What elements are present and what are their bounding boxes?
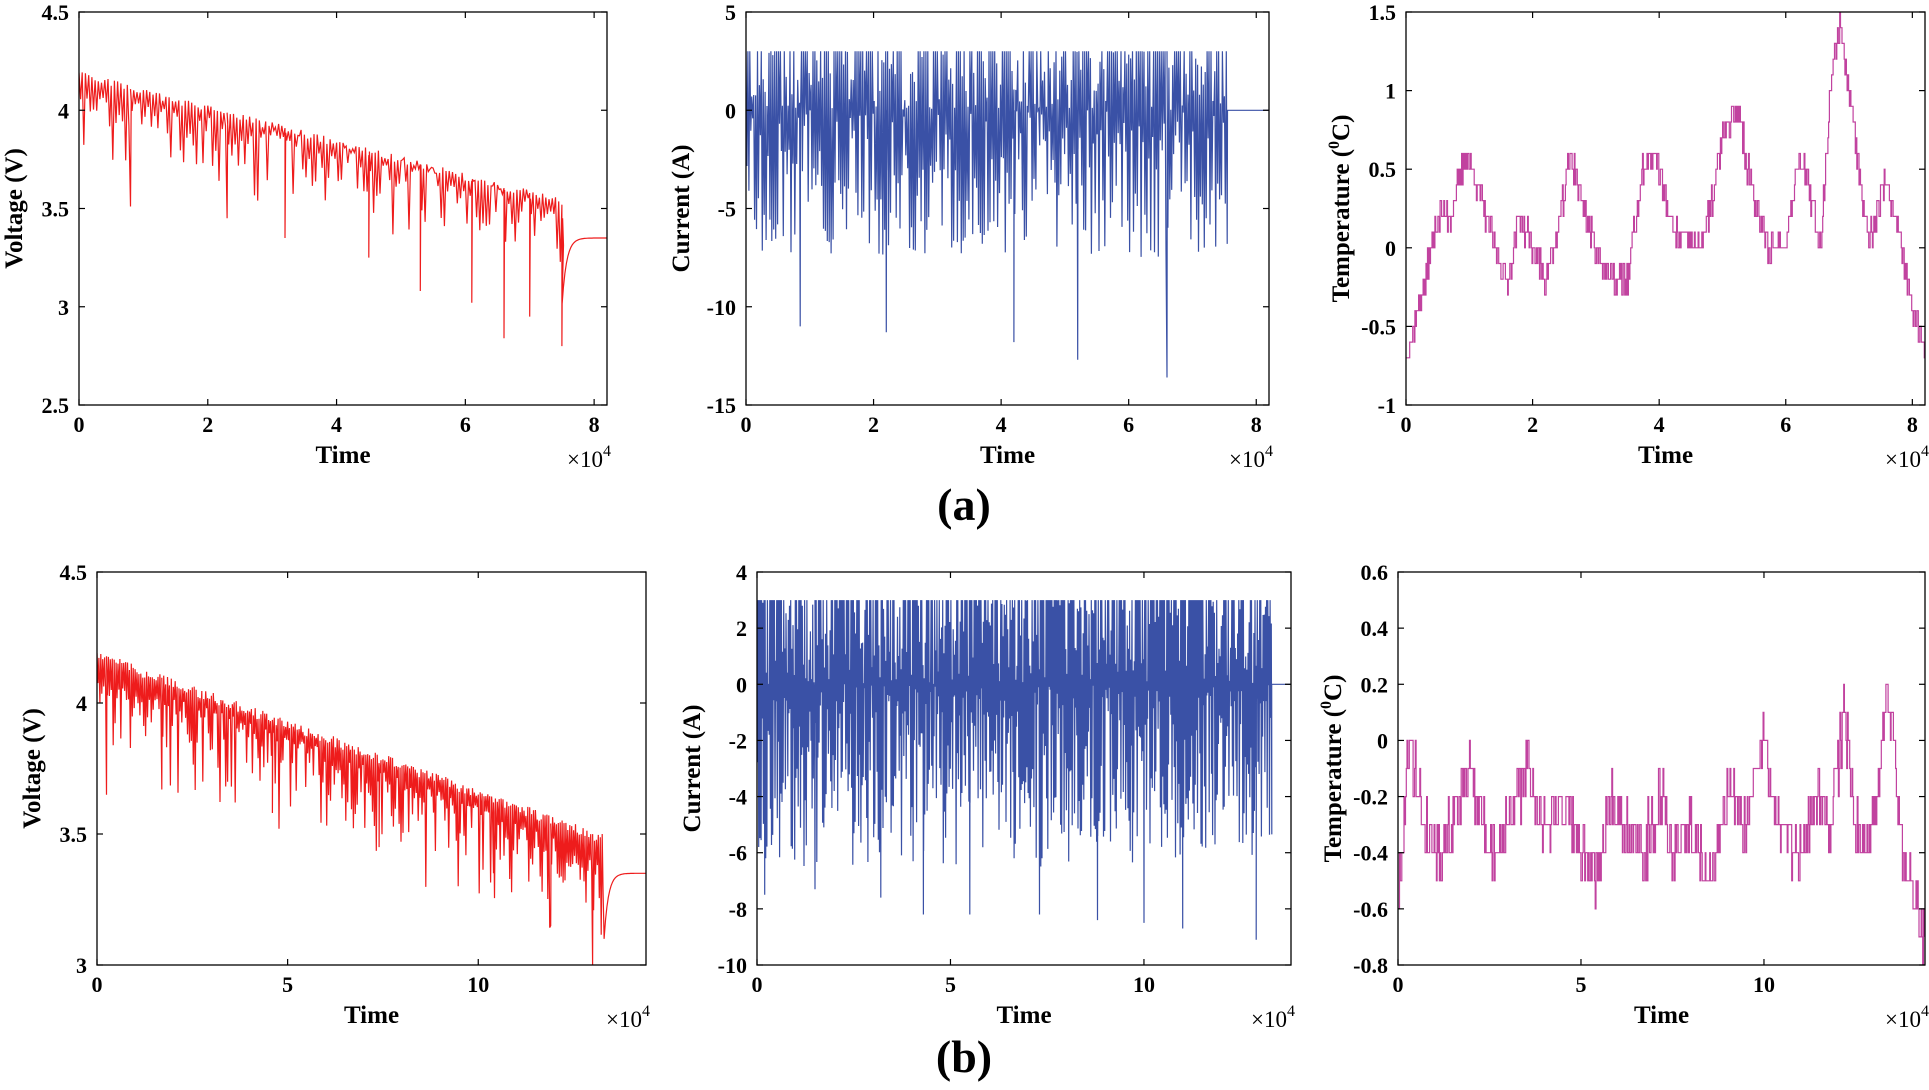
x-multiplier: ×104: [606, 1003, 650, 1032]
x-tick-label: 4: [331, 412, 342, 437]
series-line-temperature: [1398, 683, 1925, 965]
x-multiplier: ×104: [567, 443, 611, 472]
y-tick-label: 0: [725, 98, 736, 123]
x-multiplier: ×104: [1885, 1003, 1929, 1032]
x-tick-label: 0: [92, 972, 103, 997]
plot-frame: [78, 11, 608, 406]
y-tick-label: -1: [1378, 393, 1396, 418]
x-axis-label: Time: [996, 1002, 1051, 1029]
x-axis-label: Time: [1638, 442, 1693, 469]
chart-a-current: 0 2 4 6 8 -15 -10 -5 0 5 Time Current (A) ×104: [668, 0, 1273, 472]
y-tick-label: -10: [707, 295, 736, 320]
x-tick-label: 5: [945, 972, 956, 997]
x-axis-label: Time: [315, 442, 370, 469]
y-axis-label: Temperature (0C): [1318, 675, 1347, 863]
x-tick-label: 2: [1527, 412, 1538, 437]
y-tick-label: 3.5: [60, 822, 88, 847]
row-label-a: (a): [937, 479, 991, 530]
y-tick-label: 0.4: [1361, 616, 1389, 641]
series-line-voltage: [97, 653, 646, 965]
x-tick-label: 8: [1907, 412, 1918, 437]
plot-frame: [1405, 11, 1926, 406]
x-tick-label: 6: [1123, 412, 1134, 437]
x-multiplier: ×104: [1229, 443, 1273, 472]
y-axis-label: Temperature (0C): [1326, 115, 1355, 303]
chart-b-temperature: 0 5 10 -0.8 -0.6 -0.4 -0.2 0 0.2 0.4 0.6 Time Temper…: [1318, 560, 1929, 1032]
y-tick-label: 0.5: [1369, 157, 1397, 182]
row-label-b: (b): [935, 1031, 993, 1082]
y-tick-label: 4: [736, 560, 747, 585]
plot-frame: [96, 571, 647, 966]
chart-b-current: 0 5 10 -10 -8 -6 -4 -2 0 2 4 Time Current (A) ×104: [679, 560, 1295, 1032]
y-tick-label: -6: [729, 841, 747, 866]
x-tick-label: 4: [996, 412, 1007, 437]
y-tick-label: 4: [58, 98, 69, 123]
x-tick-label: 6: [1780, 412, 1791, 437]
y-axis-label: Current (A): [668, 145, 695, 273]
plot-frame: [1397, 571, 1926, 966]
x-tick-label: 10: [467, 972, 489, 997]
series-line-current: [757, 600, 1291, 940]
y-tick-label: -5: [718, 197, 736, 222]
x-tick-label: 0: [1393, 972, 1404, 997]
y-tick-label: 0: [1385, 236, 1396, 261]
y-tick-label: 3: [58, 295, 69, 320]
y-tick-label: 2.5: [42, 393, 70, 418]
y-tick-label: 4.5: [60, 560, 88, 585]
x-tick-label: 2: [202, 412, 213, 437]
y-tick-label: -0.4: [1353, 841, 1388, 866]
y-axis-label: Current (A): [679, 705, 706, 833]
x-tick-label: 0: [1401, 412, 1412, 437]
y-axis-label: Voltage (V): [1, 148, 28, 269]
chart-a-voltage: 0 2 4 6 8 2.5 3 3.5 4 4.5 Time Voltage (V) ×104: [1, 0, 611, 472]
y-tick-label: -8: [729, 897, 747, 922]
y-tick-label: 0: [736, 672, 747, 697]
x-tick-label: 5: [1575, 972, 1586, 997]
y-tick-label: -10: [718, 953, 747, 978]
y-tick-label: -2: [729, 728, 747, 753]
x-axis-label: Time: [980, 442, 1035, 469]
x-tick-label: 10: [1753, 972, 1775, 997]
y-tick-label: 1: [1385, 79, 1396, 104]
x-tick-label: 6: [460, 412, 471, 437]
chart-a-temperature: 0 2 4 6 8 -1 -0.5 0 0.5 1 1.5 Time Temperature (0C) ×…: [1326, 0, 1929, 472]
y-tick-label: 4.5: [42, 0, 70, 25]
y-tick-label: 1.5: [1369, 0, 1397, 25]
y-tick-label: 5: [725, 0, 736, 25]
series-line-voltage: [79, 72, 607, 347]
x-tick-label: 8: [589, 412, 600, 437]
x-multiplier: ×104: [1251, 1003, 1295, 1032]
x-tick-label: 5: [282, 972, 293, 997]
series-line-current: [746, 51, 1269, 378]
x-multiplier: ×104: [1885, 443, 1929, 472]
y-tick-label: 3.5: [42, 197, 70, 222]
y-tick-label: -15: [707, 393, 736, 418]
y-tick-label: 2: [736, 616, 747, 641]
chart-b-voltage: 0 5 10 3 3.5 4 4.5 Time Voltage (V) ×104: [19, 560, 650, 1032]
y-tick-label: -0.6: [1353, 897, 1388, 922]
series-line-temperature: [1406, 12, 1925, 359]
x-tick-label: 2: [868, 412, 879, 437]
plot-frame: [756, 571, 1292, 966]
y-tick-label: -4: [729, 785, 747, 810]
y-tick-label: 3: [76, 953, 87, 978]
x-axis-label: Time: [1634, 1002, 1689, 1029]
y-tick-label: 0: [1377, 728, 1388, 753]
x-tick-label: 0: [752, 972, 763, 997]
y-tick-label: 0.6: [1361, 560, 1389, 585]
y-tick-label: -0.5: [1361, 314, 1396, 339]
y-tick-label: 0.2: [1361, 672, 1389, 697]
y-tick-label: -0.8: [1353, 953, 1388, 978]
x-tick-label: 0: [741, 412, 752, 437]
y-tick-label: -0.2: [1353, 785, 1388, 810]
x-tick-label: 8: [1251, 412, 1262, 437]
x-tick-label: 10: [1133, 972, 1155, 997]
x-tick-label: 4: [1654, 412, 1665, 437]
y-tick-label: 4: [76, 691, 87, 716]
x-axis-label: Time: [344, 1002, 399, 1029]
y-axis-label: Voltage (V): [19, 708, 46, 829]
x-tick-label: 0: [74, 412, 85, 437]
